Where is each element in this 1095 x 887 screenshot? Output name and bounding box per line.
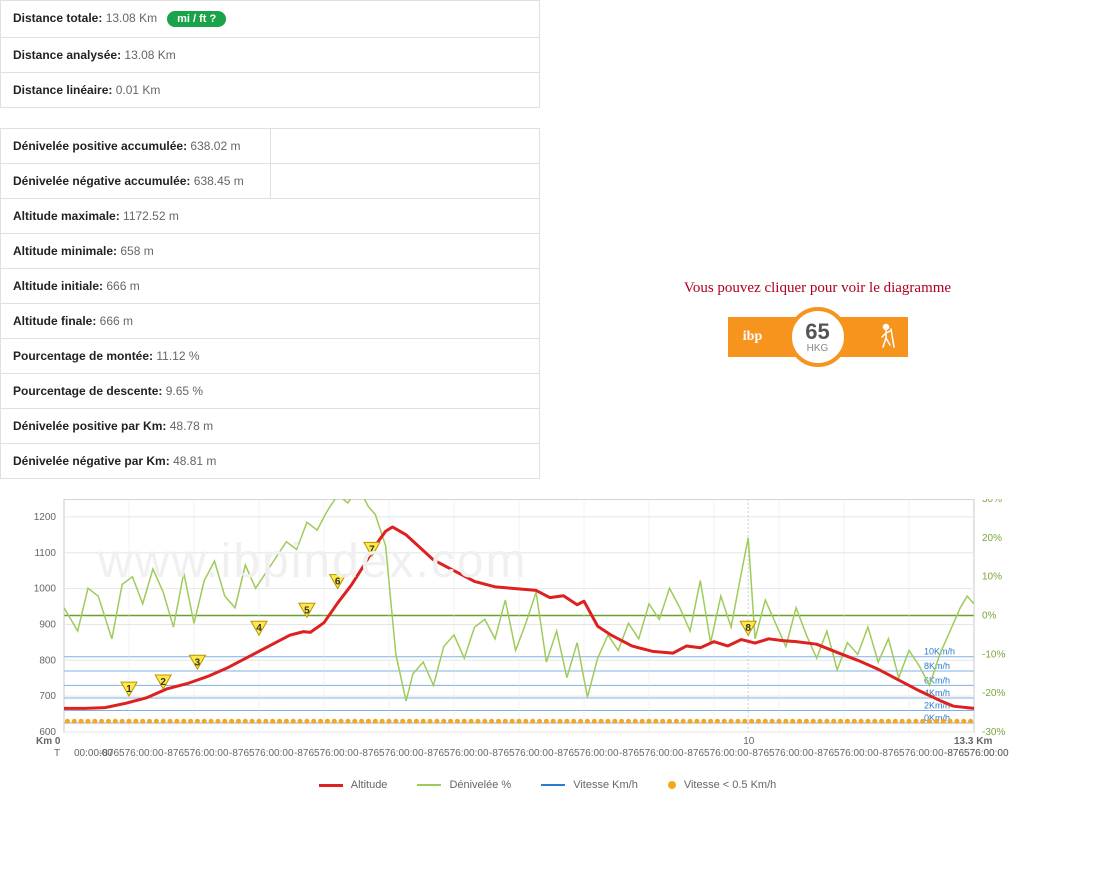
stats-panel: Distance totale: 13.08 Kmmi / ft ?Distan…	[0, 0, 540, 479]
svg-text:-876576:00:00: -876576:00:00	[684, 748, 749, 759]
stat-label: Dénivelée négative par Km:	[13, 454, 173, 468]
ibp-badge[interactable]: ibp 65 HKG	[728, 317, 908, 357]
stat-value: 666 m	[100, 314, 133, 328]
svg-text:-876576:00:00: -876576:00:00	[294, 748, 359, 759]
stat-row: Dénivelée négative par Km: 48.81 m	[1, 444, 539, 478]
svg-text:6: 6	[335, 577, 341, 588]
stat-row: Pourcentage de descente: 9.65 %	[1, 374, 539, 409]
elevation-chart[interactable]: www.ibpindex.com 60070080090010001100120…	[8, 499, 1048, 769]
stat-row: Distance totale: 13.08 Km mi / ft ?	[1, 1, 539, 38]
stat-label: Dénivelée négative accumulée:	[13, 174, 190, 188]
svg-text:-20%: -20%	[982, 688, 1005, 699]
stat-value: 638.02 m	[190, 139, 240, 153]
stat-row: Altitude maximale: 1172.52 m	[1, 199, 539, 234]
svg-text:-876576:00:00: -876576:00:00	[944, 748, 1009, 759]
svg-text:3: 3	[195, 657, 201, 668]
stat-row: Pourcentage de montée: 11.12 %	[1, 339, 539, 374]
stats-group-elevation: Dénivelée positive accumulée: 638.02 m D…	[0, 128, 540, 479]
svg-text:30%: 30%	[982, 499, 1002, 505]
stat-label: Altitude finale:	[13, 314, 100, 328]
stat-row: Altitude finale: 666 m	[1, 304, 539, 339]
svg-text:2: 2	[160, 677, 166, 688]
stat-row: Distance linéaire: 0.01 Km	[1, 73, 539, 107]
svg-text:1200: 1200	[34, 512, 57, 523]
stat-value: 13.08 Km	[124, 48, 175, 62]
svg-text:1000: 1000	[34, 584, 57, 595]
svg-text:5: 5	[304, 605, 310, 616]
svg-text:8: 8	[745, 623, 751, 634]
stat-value: 658 m	[120, 244, 153, 258]
svg-text:20%: 20%	[982, 533, 1002, 544]
stat-label: Altitude maximale:	[13, 209, 123, 223]
svg-text:T: T	[54, 748, 60, 759]
stat-value: 1172.52 m	[123, 209, 179, 223]
stat-value: 48.78 m	[170, 419, 213, 433]
ibp-score: 65	[805, 321, 829, 343]
svg-text:4: 4	[256, 623, 262, 634]
stat-label: Pourcentage de descente:	[13, 384, 166, 398]
stat-label: Distance linéaire:	[13, 83, 116, 97]
stat-value: 48.81 m	[173, 454, 216, 468]
stat-row: Altitude minimale: 658 m	[1, 234, 539, 269]
stat-row: Distance analysée: 13.08 Km	[1, 38, 539, 73]
svg-text:-876576:00:00: -876576:00:00	[424, 748, 489, 759]
stat-label: Altitude initiale:	[13, 279, 106, 293]
svg-text:13.3 Km: 13.3 Km	[954, 736, 992, 747]
stat-label: Altitude minimale:	[13, 244, 120, 258]
unit-toggle-badge[interactable]: mi / ft ?	[167, 11, 226, 27]
stat-value: 13.08 Km	[106, 11, 157, 25]
svg-text:-10%: -10%	[982, 649, 1005, 660]
svg-text:-876576:00:00: -876576:00:00	[229, 748, 294, 759]
svg-text:900: 900	[39, 619, 56, 630]
stat-value: 638.45 m	[194, 174, 244, 188]
svg-text:-876576:00:00: -876576:00:00	[749, 748, 814, 759]
stat-label: Distance analysée:	[13, 48, 124, 62]
stat-label: Dénivelée positive accumulée:	[13, 139, 187, 153]
svg-text:-876576:00:00: -876576:00:00	[619, 748, 684, 759]
svg-text:-876576:00:00: -876576:00:00	[554, 748, 619, 759]
svg-text:0%: 0%	[982, 611, 997, 622]
stat-row: Dénivelée positive par Km: 48.78 m	[1, 409, 539, 444]
svg-text:10%: 10%	[982, 572, 1002, 583]
svg-text:7: 7	[369, 544, 375, 555]
svg-text:1: 1	[126, 684, 132, 695]
stat-label: Dénivelée positive par Km:	[13, 419, 170, 433]
stat-value: 0.01 Km	[116, 83, 161, 97]
svg-text:-876576:00:00: -876576:00:00	[164, 748, 229, 759]
svg-text:10: 10	[743, 736, 755, 747]
svg-text:700: 700	[39, 691, 56, 702]
svg-text:-876576:00:00: -876576:00:00	[489, 748, 554, 759]
stats-group-distance: Distance totale: 13.08 Kmmi / ft ?Distan…	[0, 0, 540, 108]
svg-text:800: 800	[39, 655, 56, 666]
svg-text:Km 0: Km 0	[36, 736, 61, 747]
stat-value: 11.12 %	[156, 349, 199, 363]
svg-text:-876576:00:00: -876576:00:00	[359, 748, 424, 759]
chart-svg: 60070080090010001100120030%20%10%0%-10%-…	[8, 499, 1048, 799]
stat-label: Distance totale:	[13, 11, 106, 25]
stat-value: 666 m	[106, 279, 139, 293]
svg-text:-876576:00:00: -876576:00:00	[99, 748, 164, 759]
hiker-icon	[868, 317, 908, 357]
ibp-logo-text: ibp	[743, 329, 762, 345]
ibp-code: HKG	[807, 343, 829, 354]
clickable-hint[interactable]: Vous pouvez cliquer pour voir le diagram…	[540, 280, 1095, 297]
stat-label: Pourcentage de montée:	[13, 349, 156, 363]
stat-value: 9.65 %	[166, 384, 203, 398]
svg-text:-876576:00:00: -876576:00:00	[879, 748, 944, 759]
svg-text:-876576:00:00: -876576:00:00	[814, 748, 879, 759]
stat-row: Altitude initiale: 666 m	[1, 269, 539, 304]
svg-text:1100: 1100	[34, 548, 56, 559]
